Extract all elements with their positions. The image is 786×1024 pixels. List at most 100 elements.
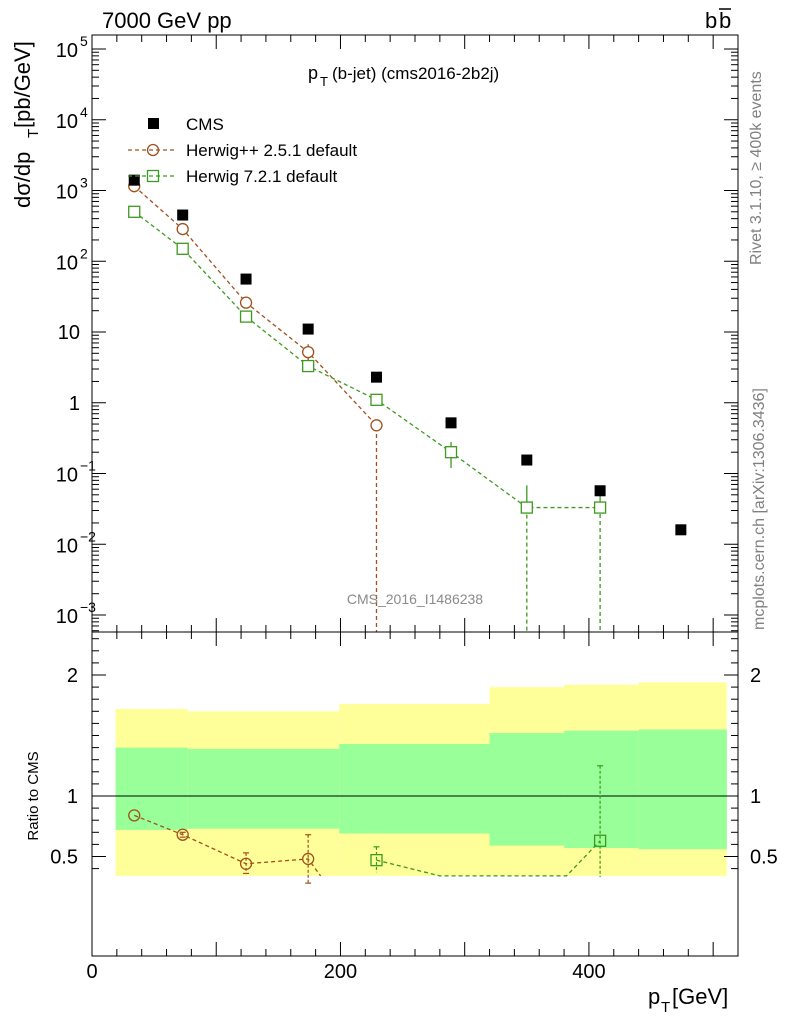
process-b: b xyxy=(705,8,717,33)
cms-point xyxy=(594,485,606,497)
y-tick-label: 10 4 xyxy=(56,104,88,133)
y-tick-label: 10 5 xyxy=(56,33,88,62)
cms-point xyxy=(302,323,314,335)
y-tick-label: 10 2 xyxy=(56,245,88,274)
ratio-herwig7-line xyxy=(376,840,601,877)
ratio-axes: 0.5 0.5 1 1 2 2 0 200 400 xyxy=(50,632,778,983)
ratio-herwigpp-point xyxy=(128,809,141,822)
y-tick-exp: 3 xyxy=(80,175,88,191)
y-tick-base: 10 xyxy=(56,182,78,204)
legend: CMS Herwig++ 2.5.1 default Herwig 7.2.1 … xyxy=(128,115,357,186)
legend-entry-herwigpp: Herwig++ 2.5.1 default xyxy=(128,141,357,160)
title-rest: (b-jet) (cms2016-2b2j) xyxy=(332,64,499,83)
herwig7-point xyxy=(239,310,253,323)
y-tick-base: 10 xyxy=(56,465,78,487)
herwig7-point xyxy=(128,205,141,218)
legend-entry-herwig7: Herwig 7.2.1 default xyxy=(128,167,337,186)
process-bbar: b xyxy=(719,8,731,33)
title-main: p xyxy=(308,63,318,83)
ratio-y-tick-label-right: 0.5 xyxy=(750,847,778,869)
ratio-y-tick-label-left: 1 xyxy=(67,786,78,808)
y-tick-base: 10 xyxy=(56,535,78,557)
y-tick-exp: 4 xyxy=(80,104,88,120)
herwig7-point xyxy=(370,393,383,406)
y-tick-base: 1 xyxy=(69,393,80,415)
ratio-bands xyxy=(92,682,738,876)
ratio-data-layer xyxy=(128,765,607,884)
x-tick-label: 200 xyxy=(324,961,357,983)
y-tick-label: 10 3 xyxy=(56,175,88,204)
cms-point xyxy=(370,371,382,383)
ratio-green-band xyxy=(638,729,727,850)
ratio-y-tick-label-left: 2 xyxy=(67,665,78,687)
ratio-herwigpp-point xyxy=(239,857,253,870)
legend-marker-cms xyxy=(148,118,159,129)
ratio-green-band xyxy=(339,743,490,834)
ylabel-rest: [pb/GeV] xyxy=(10,41,35,128)
herwig7-point xyxy=(520,501,533,514)
xlabel-sub: T xyxy=(661,999,670,1016)
ratio-frame xyxy=(91,631,739,957)
y-tick-exp: −2 xyxy=(80,528,96,544)
x-tick-label: 400 xyxy=(572,961,605,983)
cms-point xyxy=(177,209,189,221)
cms-point xyxy=(675,524,687,536)
herwig7-point xyxy=(593,501,607,514)
energy-label: 7000 GeV pp xyxy=(102,8,232,33)
ratio-y-tick-label-left: 0.5 xyxy=(50,847,78,869)
legend-label-cms: CMS xyxy=(186,115,224,134)
title-sub: T xyxy=(320,74,328,89)
cms-point xyxy=(521,454,533,466)
y-tick-exp: −3 xyxy=(80,599,96,615)
ratio-herwig7-point xyxy=(370,853,383,867)
y-tick-label: 1 xyxy=(69,393,80,415)
herwig7-line xyxy=(133,211,601,632)
y-tick-exp: 2 xyxy=(80,245,88,261)
rivet-label: Rivet 3.1.10, ≥ 400k events xyxy=(748,71,765,265)
cms-point xyxy=(128,174,140,186)
y-tick-label: 10 xyxy=(58,322,80,344)
legend-marker-herwig7 xyxy=(146,169,160,183)
main-data-layer xyxy=(128,174,687,632)
ratio-green-band xyxy=(115,747,188,830)
ratio-y-tick-label-right: 1 xyxy=(750,786,761,808)
ratio-y-tick-label-right: 2 xyxy=(750,665,761,687)
process-label: b b xyxy=(705,8,731,33)
xlabel-main: p xyxy=(648,984,660,1009)
herwigpp-point xyxy=(239,296,253,309)
ratio-herwig7-point xyxy=(593,834,607,847)
y-tick-base: 10 xyxy=(56,111,78,133)
y-tick-label: 10 −3 xyxy=(56,599,96,628)
main-ylabel: dσ/dp T [pb/GeV] xyxy=(10,41,42,208)
analysis-watermark: CMS_2016_I1486238 xyxy=(347,591,483,607)
legend-entry-cms: CMS xyxy=(148,115,224,134)
y-tick-label: 10 −2 xyxy=(56,528,96,557)
herwigpp-point xyxy=(370,419,383,432)
xlabel-rest: [GeV] xyxy=(672,984,728,1009)
legend-marker-herwigpp xyxy=(146,143,160,157)
ratio-ylabel: Ratio to CMS xyxy=(25,751,42,840)
herwigpp-line xyxy=(133,185,378,632)
ratio-green-band xyxy=(564,730,639,849)
x-tick-label: 0 xyxy=(86,961,97,983)
ratio-panel: 0.5 0.5 1 1 2 2 0 200 400 Ratio to CMS p T [GeV] xyxy=(25,631,778,1016)
ratio-herwigpp-point xyxy=(176,828,189,841)
y-tick-exp: 5 xyxy=(80,33,88,49)
herwigpp-point xyxy=(302,345,315,359)
herwig7-point xyxy=(302,359,315,373)
y-tick-base: 10 xyxy=(56,252,78,274)
ratio-green-band xyxy=(489,733,565,846)
cms-point xyxy=(240,273,252,285)
y-tick-exp: −1 xyxy=(80,458,96,474)
ylabel-sub: T xyxy=(25,129,42,138)
herwig7-point xyxy=(444,446,458,459)
mcplots-label: mcplots.cern.ch [arXiv:1306.3436] xyxy=(751,388,768,630)
ylabel-main: dσ/dp xyxy=(10,152,35,208)
herwig7-point xyxy=(176,242,189,255)
herwigpp-point xyxy=(176,222,189,236)
ratio-green-band xyxy=(187,748,340,829)
legend-label-herwig7: Herwig 7.2.1 default xyxy=(186,167,337,186)
